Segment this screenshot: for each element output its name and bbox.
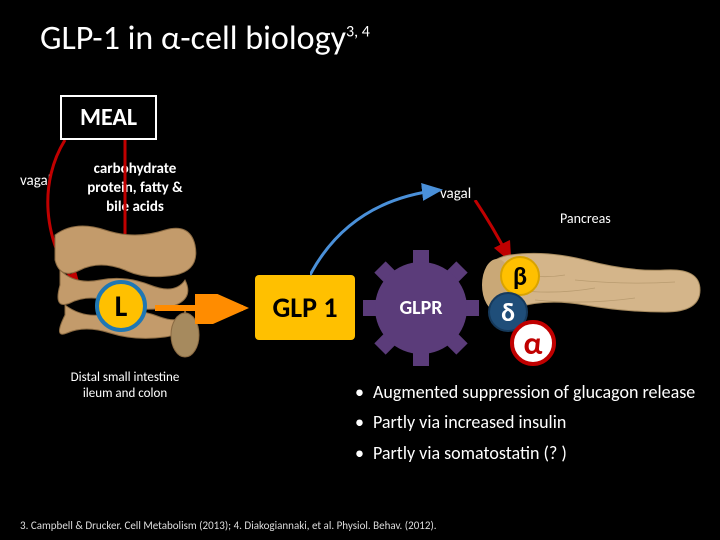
glp1-box: GLP 1 xyxy=(255,275,355,340)
meal-box: MEAL xyxy=(60,95,157,140)
title-text: GLP-1 in α-cell biology xyxy=(40,18,346,59)
alpha-cell: α xyxy=(510,320,556,366)
distal-intestine-label: Distal small intestine ileum and colon xyxy=(55,370,195,401)
arrow-l-to-glp1 xyxy=(155,294,255,324)
l-cell-circle: L xyxy=(95,280,147,332)
pancreas-label: Pancreas xyxy=(560,210,611,227)
slide-title: GLP-1 in α-cell biology3, 4 xyxy=(40,18,370,59)
citation-text: 3. Campbell & Drucker. Cell Metabolism (… xyxy=(20,519,437,532)
beta-cell: β xyxy=(500,256,540,296)
title-superscript: 3, 4 xyxy=(346,23,370,42)
bullet-item: Augmented suppression of glucagon releas… xyxy=(355,380,715,404)
bullet-list: Augmented suppression of glucagon releas… xyxy=(355,380,715,471)
bullet-item: Partly via increased insulin xyxy=(355,410,715,434)
arrow-glp1-to-vagal xyxy=(310,180,460,280)
bullet-item: Partly via somatostatin (? ) xyxy=(355,441,715,465)
